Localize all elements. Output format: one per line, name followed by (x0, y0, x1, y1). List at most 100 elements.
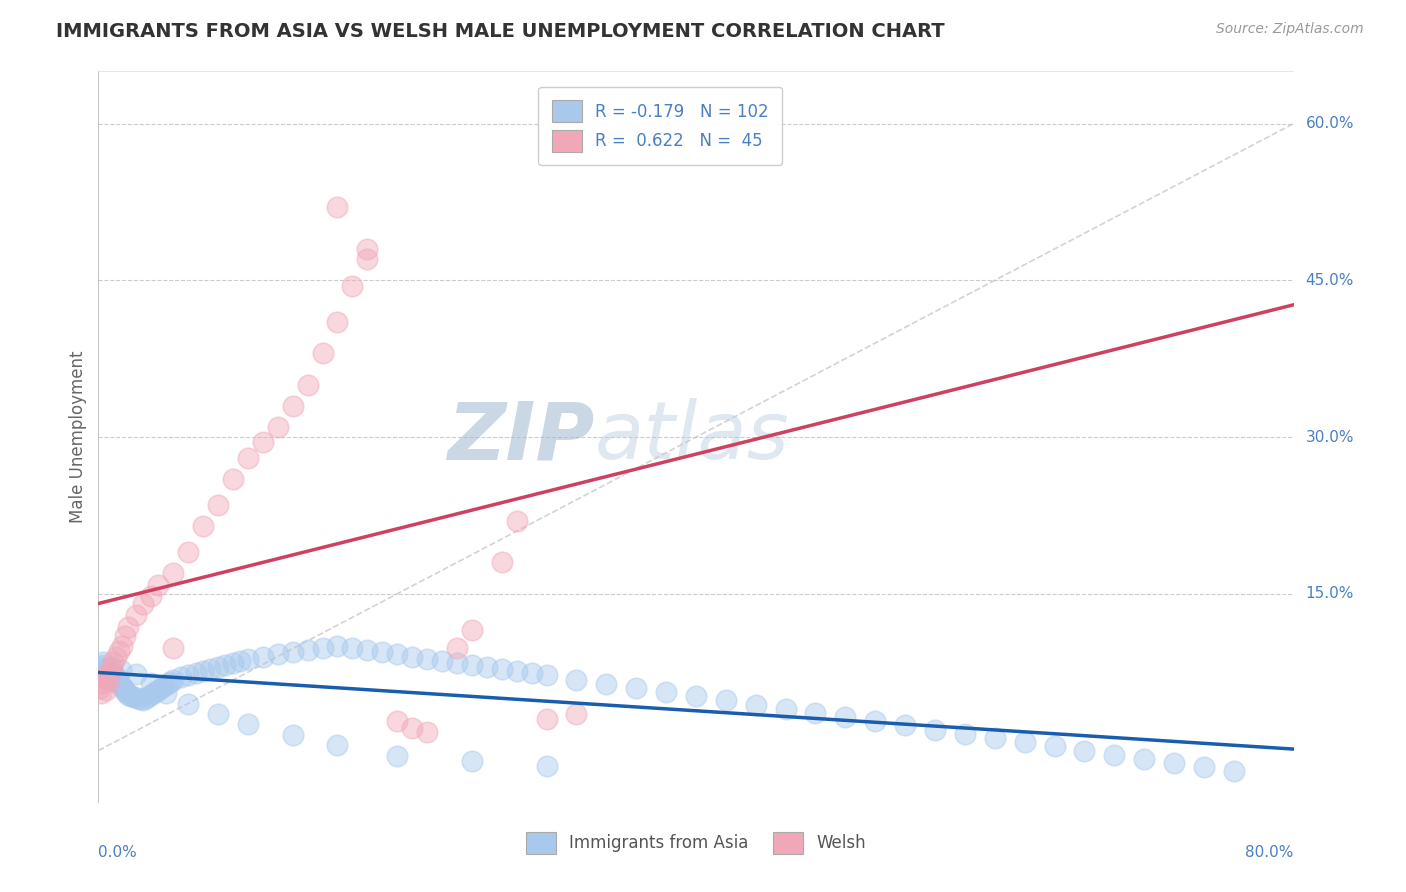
Point (342, 641, 364, 656)
Text: atlas: atlas (595, 398, 789, 476)
Point (103, 655, 125, 669)
Point (311, 346, 333, 360)
Point (252, 435, 274, 450)
Point (281, 728, 304, 742)
Point (385, 714, 409, 729)
Point (148, 682, 170, 697)
Point (326, 739, 349, 753)
Point (565, 706, 588, 721)
Point (401, 649, 423, 664)
Point (804, 706, 827, 720)
Point (89, 681, 111, 695)
Point (91, 675, 114, 690)
Point (132, 597, 155, 611)
Point (191, 519, 214, 533)
Point (127, 691, 149, 706)
Point (626, 681, 648, 695)
Point (117, 620, 139, 634)
Point (1223, 764, 1246, 779)
Point (1014, 735, 1036, 749)
Point (565, 673, 588, 687)
Point (236, 450, 259, 465)
Point (267, 419, 290, 434)
Point (93, 662, 115, 676)
Point (1043, 739, 1066, 754)
Point (135, 691, 157, 706)
Point (156, 676, 179, 690)
Point (94, 670, 117, 684)
Point (1163, 756, 1185, 770)
Text: 30.0%: 30.0% (1306, 430, 1354, 444)
Point (214, 657, 236, 672)
Point (1104, 747, 1126, 762)
Point (98, 666, 122, 681)
Point (416, 724, 439, 739)
Point (491, 662, 513, 676)
Point (150, 681, 173, 695)
Point (89, 660, 111, 674)
Point (141, 687, 163, 701)
Point (90, 686, 112, 700)
Point (281, 645, 304, 659)
Point (775, 702, 797, 716)
Point (177, 697, 200, 711)
Point (177, 668, 200, 682)
Point (536, 759, 558, 773)
Point (446, 641, 468, 656)
Point (536, 668, 558, 682)
Point (297, 377, 319, 392)
Point (108, 675, 131, 690)
Point (894, 718, 917, 732)
Point (93, 670, 115, 684)
Point (97, 661, 120, 675)
Point (97, 673, 120, 687)
Point (385, 648, 409, 662)
Point (326, 315, 349, 329)
Point (207, 706, 229, 721)
Text: 80.0%: 80.0% (1246, 845, 1294, 860)
Point (229, 654, 252, 668)
Point (326, 639, 349, 653)
Text: ZIP: ZIP (447, 398, 595, 476)
Point (184, 666, 207, 681)
Point (356, 252, 378, 267)
Point (103, 667, 125, 681)
Point (177, 545, 200, 559)
Legend: Immigrants from Asia, Welsh: Immigrants from Asia, Welsh (519, 826, 873, 860)
Point (200, 662, 222, 676)
Point (148, 578, 170, 592)
Point (207, 660, 229, 674)
Point (385, 748, 409, 763)
Point (114, 629, 136, 643)
Point (114, 684, 136, 698)
Point (125, 607, 148, 622)
Point (461, 754, 484, 768)
Point (356, 643, 378, 657)
Point (104, 669, 127, 683)
Point (685, 690, 707, 704)
Point (101, 664, 124, 678)
Point (356, 242, 378, 256)
Point (401, 721, 423, 735)
Point (281, 399, 304, 413)
Point (252, 649, 274, 664)
Point (491, 556, 513, 570)
Point (834, 710, 856, 724)
Point (162, 641, 184, 656)
Point (297, 643, 319, 657)
Point (536, 712, 558, 726)
Point (475, 660, 498, 674)
Text: 60.0%: 60.0% (1306, 116, 1354, 131)
Point (311, 641, 333, 656)
Point (236, 717, 259, 731)
Point (115, 686, 138, 700)
Point (461, 657, 484, 672)
Point (139, 589, 162, 603)
Point (655, 685, 678, 699)
Point (90, 665, 112, 680)
Point (143, 685, 166, 699)
Point (924, 723, 946, 737)
Point (222, 656, 245, 670)
Point (101, 660, 124, 674)
Point (139, 675, 162, 690)
